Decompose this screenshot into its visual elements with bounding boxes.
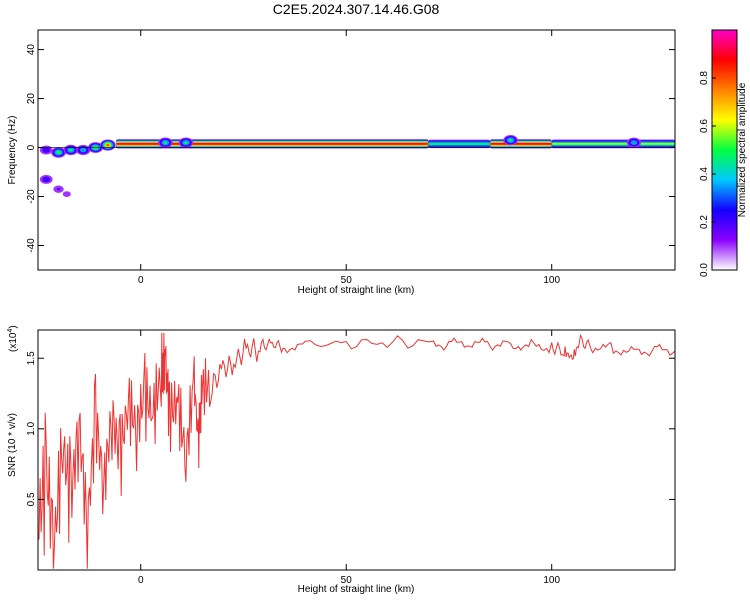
x-tick-label: 50	[341, 575, 353, 586]
colorbar-gradient	[712, 30, 737, 270]
spectrogram-y-axis-label: Frequency (Hz)	[7, 116, 18, 185]
ridge-band	[551, 143, 675, 145]
snr-y-multiplier-base: (x10	[8, 332, 19, 352]
spectral-blob	[42, 176, 51, 183]
y-tick-label: 0.5	[26, 492, 37, 506]
snr-y-multiplier-close: )	[8, 325, 19, 328]
y-tick-label: 1.5	[26, 351, 37, 365]
y-tick-label: 1.0	[26, 421, 37, 435]
figure-title: C2E5.2024.307.14.46.G08	[273, 1, 440, 17]
spectral-blob	[508, 139, 513, 142]
spectral-blob	[42, 147, 51, 153]
snr-frame	[37, 329, 676, 571]
snr-y-multiplier-exp: 4	[7, 329, 14, 333]
snr-x-axis-label: Height of straight line (km)	[298, 584, 415, 595]
colorbar-tick-label: 0.2	[699, 215, 710, 229]
spectrogram-background	[38, 30, 675, 270]
spectral-blob	[62, 191, 71, 197]
y-tick-label: 20	[26, 93, 37, 105]
spectrogram-frame	[37, 29, 676, 271]
spectral-blob	[69, 148, 73, 152]
spectral-blob	[79, 147, 87, 153]
spectrogram-axes: 0 50 100 -40 -20 0 20 40	[26, 30, 675, 286]
snr-axes: 0 50 100 0.5 1.0 1.5	[26, 330, 675, 586]
snr-y-axis-label: SNR (10 * v/v)	[7, 413, 18, 477]
y-tick-label: -40	[26, 238, 37, 253]
snr-panel: 0 50 100 0.5 1.0 1.5 Height of straight line …	[7, 325, 676, 595]
spectral-blob	[184, 141, 188, 144]
spectrogram-plot-area	[38, 135, 675, 197]
colorbar-tick-label: 0.0	[699, 263, 710, 277]
spectrogram-x-axis-label: Height of straight line (km)	[298, 285, 415, 296]
x-tick-label: 0	[138, 575, 144, 586]
colorbar-ticks: 0.0 0.2 0.4 0.6 0.8	[699, 71, 716, 277]
colorbar-tick-label: 0.4	[699, 167, 710, 181]
ridge-band	[428, 142, 491, 146]
snr-y-multiplier: (x104)	[7, 325, 19, 352]
ridge-band	[490, 143, 552, 145]
colorbar-tick-label: 0.6	[699, 119, 710, 133]
x-tick-label: 100	[543, 275, 560, 286]
colorbar: 0.0 0.2 0.4 0.6 0.8 Normalized spectral ampl…	[699, 29, 748, 277]
x-tick-label: 50	[341, 275, 353, 286]
spectral-blob	[56, 187, 61, 191]
y-tick-label: -20	[26, 189, 37, 204]
snr-plot-area	[38, 332, 675, 569]
spectral-blob	[56, 150, 61, 155]
ridge-band	[116, 143, 429, 145]
y-tick-label: 40	[26, 44, 37, 56]
spectral-blob	[163, 141, 168, 144]
spectral-blob	[106, 143, 110, 147]
spectral-blob	[630, 140, 638, 145]
colorbar-tick-label: 0.8	[699, 71, 710, 85]
y-tick-label: 0	[26, 144, 37, 150]
x-tick-label: 0	[138, 275, 144, 286]
spectrogram-panel: 0 50 100 -40 -20 0 20 40 Height of straight lin…	[7, 29, 676, 296]
colorbar-frame	[711, 29, 738, 271]
snr-background	[38, 330, 675, 570]
x-tick-label: 100	[543, 575, 560, 586]
snr-line-series	[38, 332, 675, 569]
colorbar-label: Normalized spectral amplitude	[737, 82, 748, 217]
